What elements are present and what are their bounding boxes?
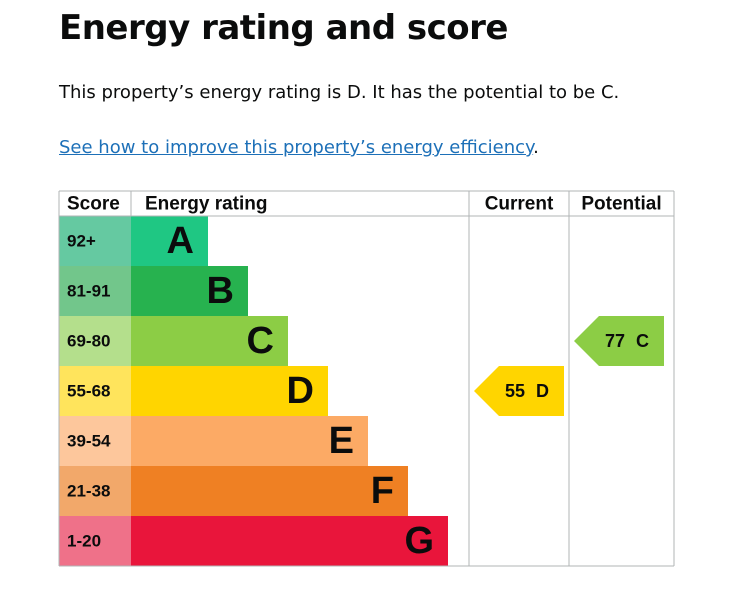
link-line: See how to improve this property’s energ… <box>59 137 539 158</box>
score-label: 69-80 <box>67 331 110 350</box>
score-label: 1-20 <box>67 531 101 550</box>
score-cell <box>59 366 131 416</box>
score-cell <box>59 516 131 566</box>
rating-letter: B <box>207 270 234 312</box>
score-cell <box>59 266 131 316</box>
link-suffix: . <box>533 137 539 158</box>
rating-bar <box>131 316 288 366</box>
score-cell <box>59 216 131 266</box>
column-header: Score <box>67 194 120 215</box>
rating-bar <box>131 516 448 566</box>
rating-letter: A <box>167 220 194 262</box>
improve-link[interactable]: See how to improve this property’s energ… <box>59 137 534 158</box>
score-label: 21-38 <box>67 481 110 500</box>
rating-letter: G <box>404 520 434 562</box>
rating-letter: D <box>287 370 314 412</box>
score-cell <box>59 416 131 466</box>
current-arrow <box>474 366 564 416</box>
rating-letter: F <box>371 470 394 512</box>
score-label: 81-91 <box>67 281 110 300</box>
rating-letter: C <box>247 320 274 362</box>
potential-arrow <box>574 316 664 366</box>
score-label: 39-54 <box>67 431 111 450</box>
current-letter: D <box>536 381 549 401</box>
summary: This property’s energy rating is D. It h… <box>59 82 620 103</box>
current-score: 55 <box>505 381 525 401</box>
score-cell <box>59 316 131 366</box>
column-header: Energy rating <box>145 194 267 215</box>
rating-bar <box>131 466 408 516</box>
rating-bar <box>131 366 328 416</box>
potential-letter: C <box>636 331 649 351</box>
column-header: Current <box>485 194 554 215</box>
rating-bar <box>131 266 248 316</box>
rating-bar <box>131 216 208 266</box>
rating-letter: E <box>329 420 354 462</box>
potential-score: 77 <box>605 331 625 351</box>
score-cell <box>59 466 131 516</box>
score-label: 92+ <box>67 231 96 250</box>
rating-bar <box>131 416 368 466</box>
page-title: Energy rating and score <box>59 8 509 48</box>
score-label: 55-68 <box>67 381 110 400</box>
column-header: Potential <box>581 194 661 215</box>
